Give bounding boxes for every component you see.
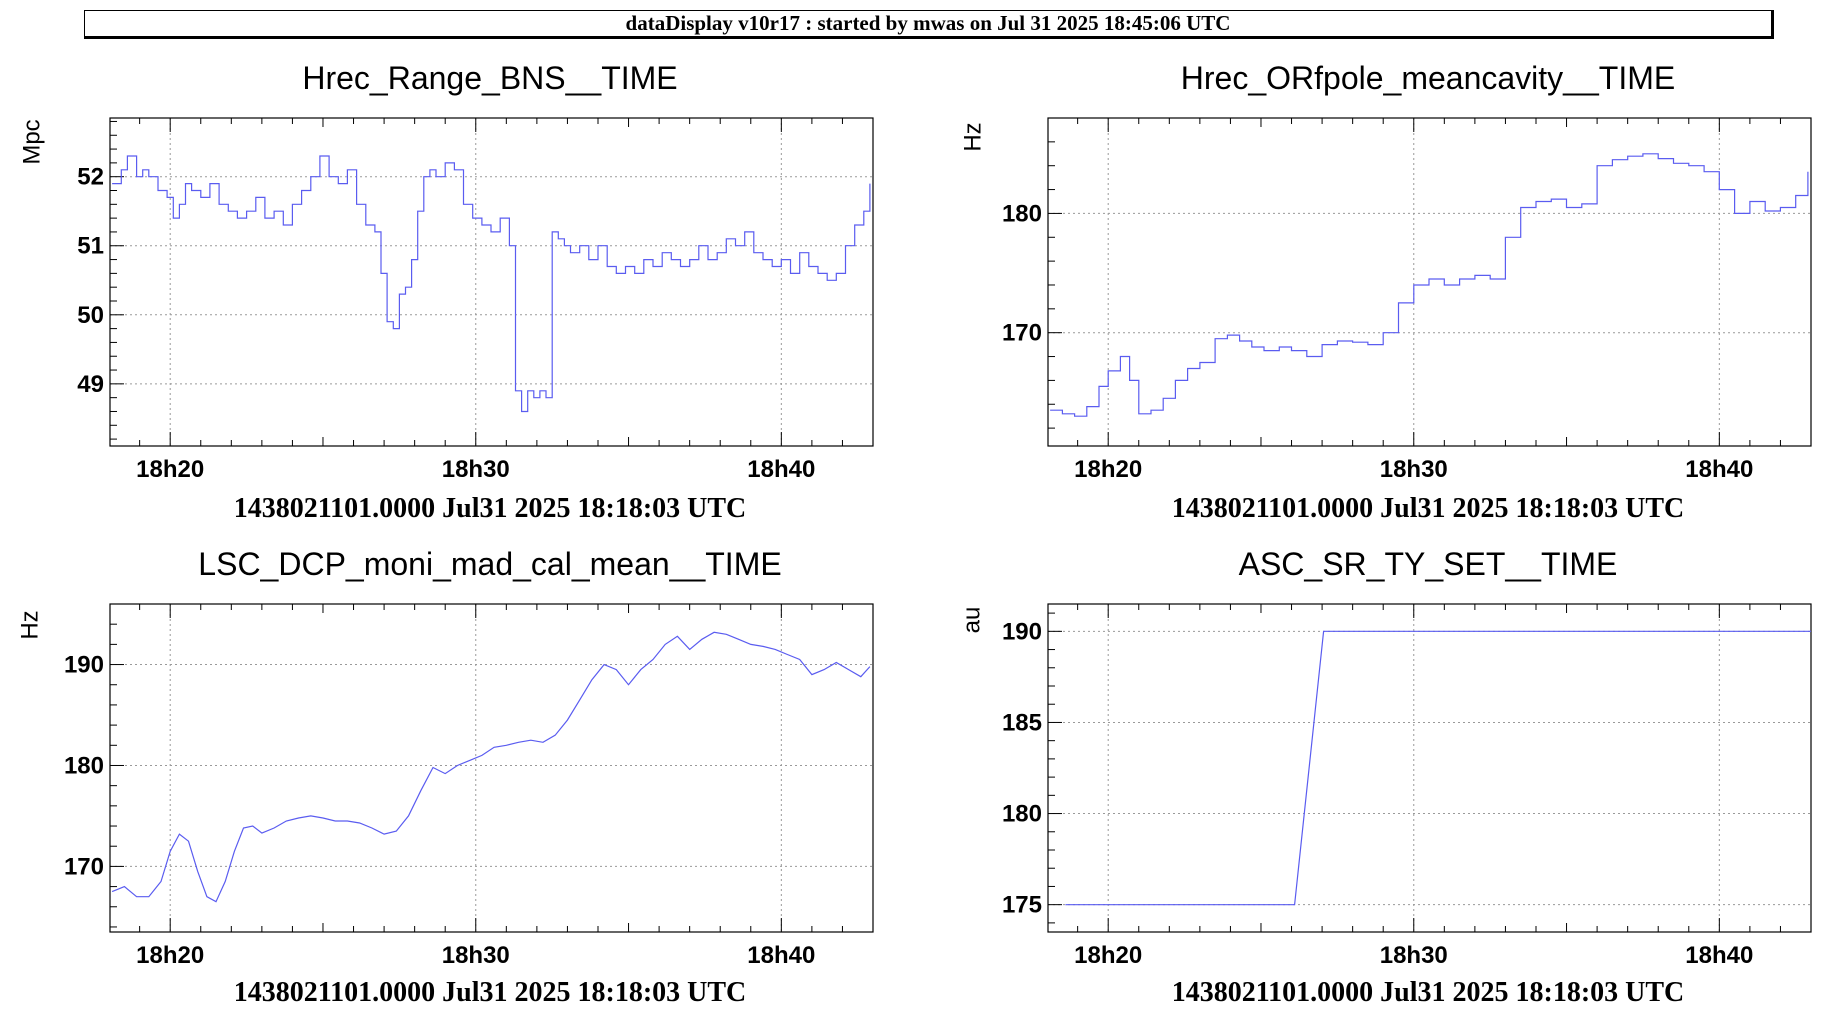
y-tick-label: 50 <box>77 302 104 329</box>
chart-plot-lsc-dcp: 18h20 18h30 18h40 170 180 190 <box>64 603 874 969</box>
x-tick-label: 18h40 <box>1685 942 1753 969</box>
chart-footer: 1438021101.0000 Jul31 2025 18:18:03 UTC <box>233 493 747 524</box>
app-banner: dataDisplay v10r17 : started by mwas on … <box>84 10 1774 39</box>
x-tick-label: 18h20 <box>136 942 204 969</box>
plot-frame <box>109 603 874 933</box>
y-tick-label: 175 <box>1002 892 1042 919</box>
x-tick-label: 18h30 <box>1380 456 1448 483</box>
y-tick-label: 180 <box>1002 801 1042 828</box>
chart-title: LSC_DCP_moni_mad_cal_mean__TIME <box>198 546 782 582</box>
y-tick-label: 170 <box>64 853 104 880</box>
y-tick-label: 49 <box>77 371 104 398</box>
y-tick-label: 52 <box>77 164 104 191</box>
series-line <box>112 155 871 413</box>
chart-title: Hrec_Range_BNS__TIME <box>302 60 678 96</box>
y-tick-label: 190 <box>64 652 104 679</box>
plot-frame <box>109 117 874 447</box>
series-line <box>1050 153 1809 417</box>
x-tick-label: 18h20 <box>136 456 204 483</box>
y-tick-label: 170 <box>1002 320 1042 347</box>
x-tick-label: 18h30 <box>442 942 510 969</box>
chart-footer: 1438021101.0000 Jul31 2025 18:18:03 UTC <box>233 977 747 1008</box>
x-tick-label: 18h30 <box>442 456 510 483</box>
y-tick-label: 190 <box>1002 618 1042 645</box>
chart-plot-range-bns: 18h20 18h30 18h40 49 50 51 52 <box>77 117 874 483</box>
series-line <box>1065 630 1811 906</box>
x-tick-label: 18h20 <box>1074 456 1142 483</box>
y-tick-label: 180 <box>1002 200 1042 227</box>
series-line <box>111 631 871 903</box>
chart-footer: 1438021101.0000 Jul31 2025 18:18:03 UTC <box>1171 493 1685 524</box>
chart-plot-orfpole: 18h20 18h30 18h40 170 180 <box>1002 117 1812 483</box>
plot-frame <box>1047 603 1812 933</box>
y-tick-label: 180 <box>64 752 104 779</box>
y-tick-label: 185 <box>1002 709 1042 736</box>
x-tick-label: 18h20 <box>1074 942 1142 969</box>
y-tick-label: 51 <box>77 233 104 260</box>
x-tick-label: 18h40 <box>747 456 815 483</box>
plot-frame <box>1047 117 1812 447</box>
x-tick-label: 18h30 <box>1380 942 1448 969</box>
chart-footer: 1438021101.0000 Jul31 2025 18:18:03 UTC <box>1171 977 1685 1008</box>
x-tick-label: 18h40 <box>747 942 815 969</box>
chart-title: Hrec_ORfpole_meancavity__TIME <box>1180 60 1676 96</box>
x-tick-label: 18h40 <box>1685 456 1753 483</box>
chart-plot-asc-sr-ty: 18h20 18h30 18h40 175 180 185 190 <box>1002 603 1812 969</box>
chart-title: ASC_SR_TY_SET__TIME <box>1238 546 1618 582</box>
